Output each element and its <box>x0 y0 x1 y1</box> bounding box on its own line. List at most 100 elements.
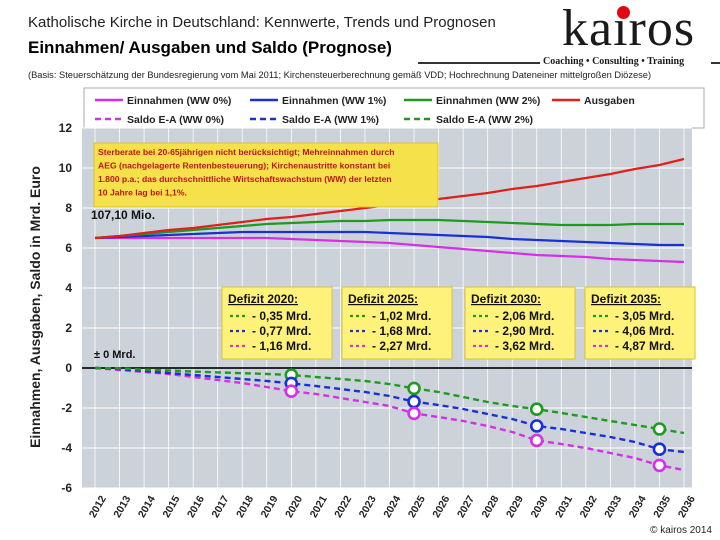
legend-label: Saldo E-A (WW 0%) <box>127 114 224 126</box>
y-tick-label: 2 <box>65 321 72 335</box>
header-rule-right <box>711 62 720 64</box>
data-point-marker <box>529 419 544 433</box>
deficit-value: - 1,02 Mrd. <box>372 309 431 323</box>
data-point-marker <box>652 458 667 473</box>
plot-area: Sterberate bei 20-65jährigen nicht berüc… <box>82 127 696 489</box>
note-line: Sterberate bei 20-65jährigen nicht berüc… <box>98 147 395 157</box>
deficit-value: - 2,06 Mrd. <box>495 309 554 323</box>
legend-label: Einnahmen (WW 1%) <box>282 95 386 107</box>
x-tick-label: 2032 <box>578 494 600 520</box>
deficit-box: Defizit 2020: - 0,35 Mrd.- 0,77 Mrd.- 1,1… <box>221 286 333 360</box>
deficit-value: - 2,27 Mrd. <box>372 339 431 353</box>
legend-item: Saldo E-A (WW 2%) <box>404 114 533 126</box>
x-tick-label: 2031 <box>553 494 575 520</box>
header-rule-left <box>418 62 540 64</box>
x-tick-label: 2018 <box>234 494 256 520</box>
data-point-marker <box>529 402 544 417</box>
x-tick-label: 2020 <box>283 494 305 520</box>
y-tick-label: -6 <box>61 481 72 495</box>
note-box <box>93 142 439 208</box>
deficit-value: - 0,77 Mrd. <box>252 324 311 338</box>
x-tick-label: 2019 <box>259 494 281 520</box>
legend-label: Einnahmen (WW 0%) <box>127 95 231 107</box>
deficit-value: - 1,16 Mrd. <box>252 339 311 353</box>
x-tick-label: 2029 <box>504 494 526 520</box>
x-tick-label: 2015 <box>160 494 182 520</box>
x-tick-label: 2022 <box>332 494 354 520</box>
x-tick-label: 2026 <box>430 494 452 520</box>
deficit-box: Defizit 2030: - 2,06 Mrd.- 2,90 Mrd.- 3,6… <box>464 286 576 360</box>
start-value-label: 107,10 Mio. <box>91 208 155 222</box>
deficit-title: Defizit 2030: <box>471 292 541 306</box>
x-ticks: 2012 2013 2014 2015 2016 2017 2018 2019 2020 2021… <box>87 494 698 520</box>
note-line: AEG (nachgelagerte Rentenbesteuerung); K… <box>98 161 390 171</box>
legend-label: Ausgaben <box>584 95 635 107</box>
series-line <box>94 230 684 247</box>
deficit-value: - 3,62 Mrd. <box>495 339 554 353</box>
legend-label: Saldo E-A (WW 2%) <box>436 114 533 126</box>
zero-label: ± 0 Mrd. <box>94 349 136 361</box>
deficit-value: - 0,35 Mrd. <box>252 309 311 323</box>
legend-label: Saldo E-A (WW 1%) <box>282 114 379 126</box>
legend-item: Saldo E-A (WW 0%) <box>95 114 224 126</box>
x-tick-label: 2034 <box>627 494 649 520</box>
y-axis-label: Einnahmen, Ausgaben, Saldo in Mrd. Euro <box>27 166 43 448</box>
y-tick-label: 0 <box>65 361 72 375</box>
deficit-title: Defizit 2025: <box>348 292 418 306</box>
deficit-value: - 4,06 Mrd. <box>615 324 674 338</box>
legend-label: Einnahmen (WW 2%) <box>436 95 540 107</box>
deficit-box-frame <box>584 286 696 360</box>
x-tick-label: 2024 <box>381 494 403 520</box>
x-tick-label: 2014 <box>136 494 158 520</box>
series-line <box>94 218 684 240</box>
data-point-marker <box>407 381 421 396</box>
y-tick-label: -2 <box>61 401 72 415</box>
logo-tagline: Coaching • Consulting • Training <box>543 56 685 67</box>
legend-item: Einnahmen (WW 0%) <box>95 95 231 107</box>
deficit-value: - 4,87 Mrd. <box>615 339 674 353</box>
y-tick-label: 8 <box>65 201 72 215</box>
x-tick-label: 2025 <box>406 494 428 520</box>
legend-item: Einnahmen (WW 2%) <box>404 95 540 107</box>
x-tick-label: 2030 <box>529 494 551 520</box>
x-tick-label: 2028 <box>479 494 501 520</box>
x-tick-label: 2027 <box>455 494 477 520</box>
deficit-title: Defizit 2035: <box>591 292 661 306</box>
chart-legend: Einnahmen (WW 0%) Einnahmen (WW 1%) Einnah… <box>83 87 705 129</box>
series-line <box>94 366 685 435</box>
basis-note: (Basis: Steuerschätzung der Bundesregier… <box>28 70 652 80</box>
data-point-marker <box>407 394 421 409</box>
note-line: 1.800 p.a.; das durchschnittliche Wirtsc… <box>98 174 392 184</box>
deficit-value: - 2,90 Mrd. <box>495 324 554 338</box>
data-point-marker <box>407 406 421 421</box>
y-tick-label: 10 <box>59 161 73 175</box>
copyright: © kairos 2014 <box>650 525 712 536</box>
legend-item: Ausgaben <box>552 95 635 107</box>
y-tick-label: 12 <box>59 121 73 135</box>
y-tick-label: 6 <box>65 241 72 255</box>
page-subtitle: Einnahmen/ Ausgaben und Saldo (Prognose) <box>28 38 392 57</box>
deficit-value: - 3,05 Mrd. <box>615 309 674 323</box>
x-tick-label: 2033 <box>602 494 624 520</box>
y-ticks: -6 -4 -2 0 2 4 6 8 10 12 <box>59 121 73 495</box>
x-tick-label: 2036 <box>676 494 698 520</box>
x-tick-label: 2017 <box>210 494 232 520</box>
legend-item: Einnahmen (WW 1%) <box>250 95 386 107</box>
x-tick-label: 2035 <box>651 494 673 520</box>
x-tick-label: 2012 <box>87 494 109 520</box>
note-line: 10 Jahre lag bei 1,1%. <box>98 188 187 198</box>
assumption-note: Sterberate bei 20-65jährigen nicht berüc… <box>93 142 439 208</box>
legend-item: Saldo E-A (WW 1%) <box>250 114 379 126</box>
page-title: Katholische Kirche in Deutschland: Kennw… <box>28 14 496 31</box>
y-tick-label: -4 <box>61 441 72 455</box>
data-point-marker <box>284 384 299 399</box>
data-point-marker <box>652 442 667 457</box>
deficit-box-frame <box>464 286 576 360</box>
deficit-box: Defizit 2025: - 1,02 Mrd.- 1,68 Mrd.- 2,2… <box>341 286 453 360</box>
deficit-box: Defizit 2035: - 3,05 Mrd.- 4,06 Mrd.- 4,8… <box>584 286 696 360</box>
x-tick-label: 2023 <box>357 494 379 520</box>
y-tick-label: 4 <box>65 281 72 295</box>
series-line <box>94 366 685 454</box>
series-line <box>95 236 685 264</box>
deficit-title: Defizit 2020: <box>228 292 298 306</box>
